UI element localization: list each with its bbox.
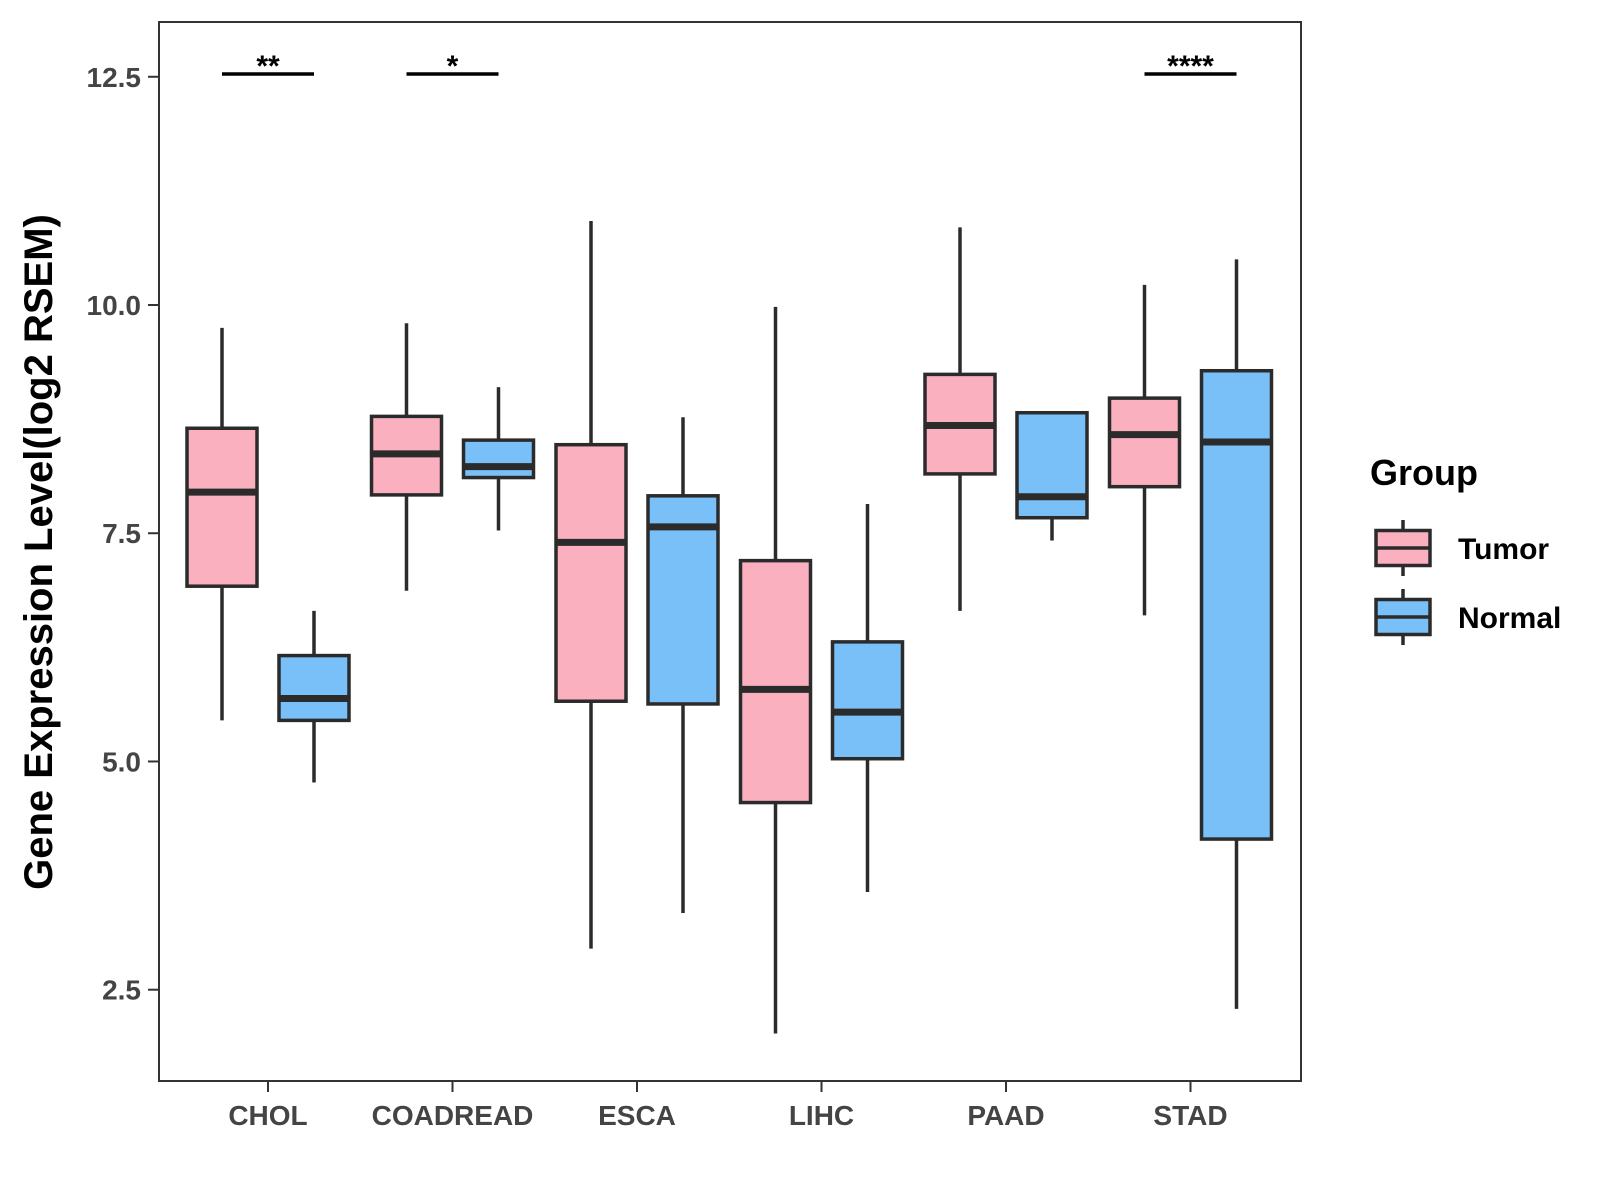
box-tumor-chol [185,327,259,721]
x-tick-label-esca: ESCA [598,1100,676,1131]
legend-item-normal: Normal [1374,589,1561,645]
x-tick-label-stad: STAD [1153,1100,1227,1131]
iqr-box [461,438,536,480]
iqr-box [646,494,720,706]
box-normal-chol [277,610,351,783]
significance-label-stad: **** [1167,50,1214,83]
iqr-box [554,442,628,703]
box-tumor-coadread [369,323,444,591]
y-tick-label-5-0: 5.0 [102,746,141,777]
legend-item-tumor: Tumor [1374,520,1549,576]
iqr-box [277,653,351,723]
iqr-box [830,640,905,761]
iqr-box [1015,410,1089,520]
legend: Group Tumor Normal [1370,452,1561,645]
box-tumor-stad [1107,284,1182,616]
box-normal-paad [1015,410,1089,541]
box-tumor-esca [554,221,628,949]
box-normal-lihc [830,504,905,893]
iqr-box [1199,368,1274,841]
x-tick-label-chol: CHOL [228,1100,307,1131]
y-tick-label-2-5: 2.5 [102,975,141,1006]
legend-label-tumor: Tumor [1458,533,1549,566]
box-normal-stad [1199,259,1274,1009]
iqr-box [185,426,259,588]
box-tumor-lihc [738,306,813,1034]
box-normal-esca [646,417,720,914]
panel-border [158,21,1302,1082]
iqr-box [1107,396,1182,489]
x-tick-label-lihc: LIHC [789,1100,854,1131]
y-axis-title: Gene Expression Level(log2 RSEM) [17,214,61,890]
significance-label-chol: ** [256,50,280,83]
box-normal-coadread [461,387,536,531]
x-tick-label-coadread: COADREAD [372,1100,534,1131]
x-tick-label-paad: PAAD [967,1100,1044,1131]
plot-area: 2.5 5.0 7.5 10.0 12.5 CHOL COADREAD ESCA LIHC PAA… [87,21,1302,1131]
legend-title: Group [1370,452,1478,493]
significance-label-coadread: * [447,50,459,83]
y-tick-label-10-0: 10.0 [87,290,142,321]
y-tick-label-12-5: 12.5 [87,62,142,93]
iqr-box [738,558,813,805]
box-tumor-paad [923,227,997,611]
legend-label-normal: Normal [1458,602,1561,635]
y-tick-label-7-5: 7.5 [102,518,141,549]
